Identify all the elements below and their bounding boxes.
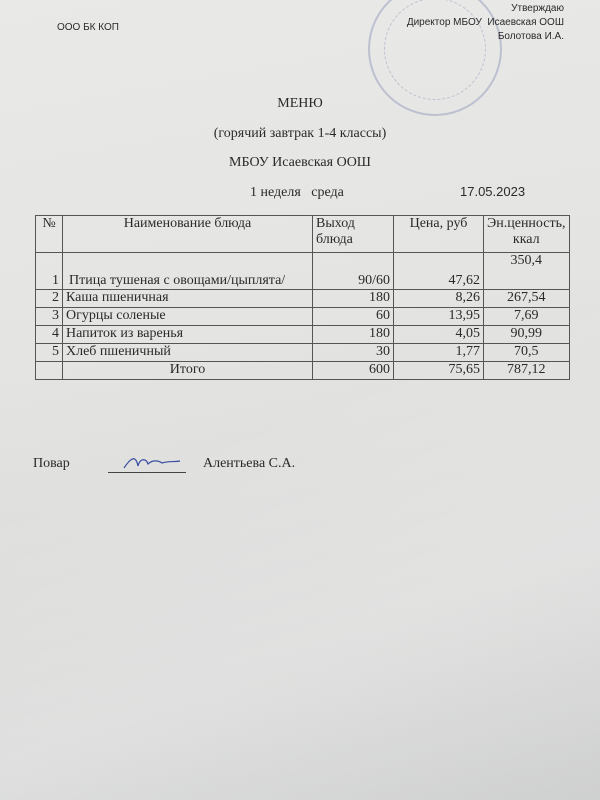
total-price: 75,65	[393, 361, 484, 380]
cell-number: 5	[35, 343, 63, 362]
total-label: Итого	[62, 361, 313, 380]
col-number: №	[35, 215, 63, 253]
cell-number: 2	[35, 289, 63, 308]
total-kcal: 787,12	[483, 361, 570, 380]
col-output: Выход блюда	[312, 215, 394, 253]
approval-line: Утверждаю	[511, 3, 564, 14]
date: 17.05.2023	[460, 184, 526, 199]
cell-output: 30	[312, 343, 394, 362]
signature-line	[108, 472, 186, 473]
total-output: 600	[312, 361, 394, 380]
cell-name: Каша пшеничная	[62, 289, 313, 308]
table-total-row: Итого 600 75,65 787,12	[35, 361, 570, 380]
cell-kcal: 350,4	[483, 252, 570, 290]
cell-price: 1,77	[393, 343, 484, 362]
school-name: МБОУ Исаевская ООШ	[229, 155, 371, 170]
table-header: № Наименование блюда Выход блюда Цена, р…	[35, 215, 570, 253]
cell-price: 8,26	[393, 289, 484, 308]
cell-output: 180	[312, 289, 394, 308]
cell-number: 3	[35, 307, 63, 326]
page-title: МЕНЮ	[277, 96, 323, 111]
table-row: 3 Огурцы соленые 60 13,95 7,69	[35, 307, 570, 326]
table-row: 2 Каша пшеничная 180 8,26 267,54	[35, 289, 570, 308]
menu-table: № Наименование блюда Выход блюда Цена, р…	[35, 215, 570, 380]
cell-empty	[35, 361, 63, 380]
cell-output: 60	[312, 307, 394, 326]
approval-block: Утверждаю Директор МБОУ Исаевская ООШ Бо…	[407, 2, 564, 44]
col-name: Наименование блюда	[62, 215, 313, 253]
cell-name: Напиток из варенья	[62, 325, 313, 344]
cell-output: 180	[312, 325, 394, 344]
cell-kcal: 70,5	[483, 343, 570, 362]
cell-price: 13,95	[393, 307, 484, 326]
cell-name: Огурцы соленые	[62, 307, 313, 326]
cook-role: Повар	[33, 456, 70, 471]
cell-name: Птица тушеная с овощами/цыплята/	[62, 252, 313, 290]
table-row: 1 Птица тушеная с овощами/цыплята/ 90/60…	[35, 252, 570, 290]
table-row: 4 Напиток из варенья 180 4,05 90,99	[35, 325, 570, 344]
subtitle: (горячий завтрак 1-4 классы)	[213, 126, 387, 141]
approval-line: Болотова И.А.	[497, 31, 564, 42]
cell-number: 4	[35, 325, 63, 344]
cook-name: Алентьева С.А.	[203, 456, 296, 471]
cell-price: 47,62	[393, 252, 484, 290]
cell-output: 90/60	[312, 252, 394, 290]
cell-kcal: 7,69	[483, 307, 570, 326]
organization: ООО БК КОП	[57, 22, 119, 33]
approval-line: Директор МБОУ Исаевская ООШ	[406, 17, 564, 28]
cell-number: 1	[35, 252, 63, 290]
cell-price: 4,05	[393, 325, 484, 344]
cell-kcal: 267,54	[483, 289, 570, 308]
week-day: 1 неделя среда	[250, 185, 344, 200]
col-kcal: Эн.ценность, ккал	[483, 215, 570, 253]
cell-kcal: 90,99	[483, 325, 570, 344]
table-row: 5 Хлеб пшеничный 30 1,77 70,5	[35, 343, 570, 362]
col-price: Цена, руб	[393, 215, 484, 253]
cook-signature	[123, 458, 181, 469]
official-stamp	[368, 0, 502, 116]
cell-name: Хлеб пшеничный	[62, 343, 313, 362]
